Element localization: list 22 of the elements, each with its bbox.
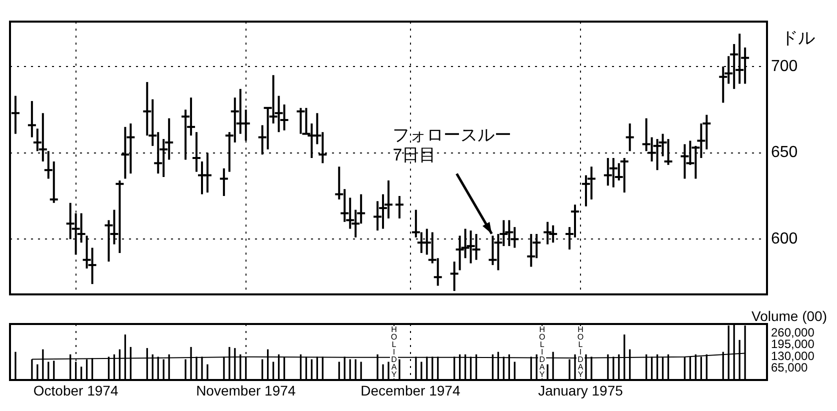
ref-line-label: HOLIDAY xyxy=(538,325,546,380)
candlestick xyxy=(626,123,634,152)
x-tick-label: October 1974 xyxy=(33,382,118,398)
ref-line-label: HOLIDAY xyxy=(577,325,584,380)
candlestick xyxy=(220,168,228,196)
x-tick-label: November 1974 xyxy=(196,382,296,398)
annotation: フォロースルー 7日目 xyxy=(392,126,512,165)
x-tick-label: December 1974 xyxy=(360,382,460,398)
y-tick-label: 130,000 xyxy=(771,348,815,363)
y-tick-label: 700 xyxy=(771,58,798,75)
x-tick-label: January 1975 xyxy=(538,382,624,398)
candlestick xyxy=(28,101,36,138)
y-tick-label: 600 xyxy=(771,230,798,248)
candlestick xyxy=(450,262,458,291)
y-tick-label: 260,000 xyxy=(771,325,815,340)
y-tick-label: 65,000 xyxy=(771,360,808,375)
y-tick-label: 195,000 xyxy=(771,337,815,352)
y-axis-title: ドル xyxy=(781,28,815,48)
ref-line-label: HOLIDAY xyxy=(390,325,398,380)
y-tick-label: 650 xyxy=(771,144,798,162)
candlestick xyxy=(395,196,404,218)
y-axis-title: Volume (00) xyxy=(752,308,827,324)
